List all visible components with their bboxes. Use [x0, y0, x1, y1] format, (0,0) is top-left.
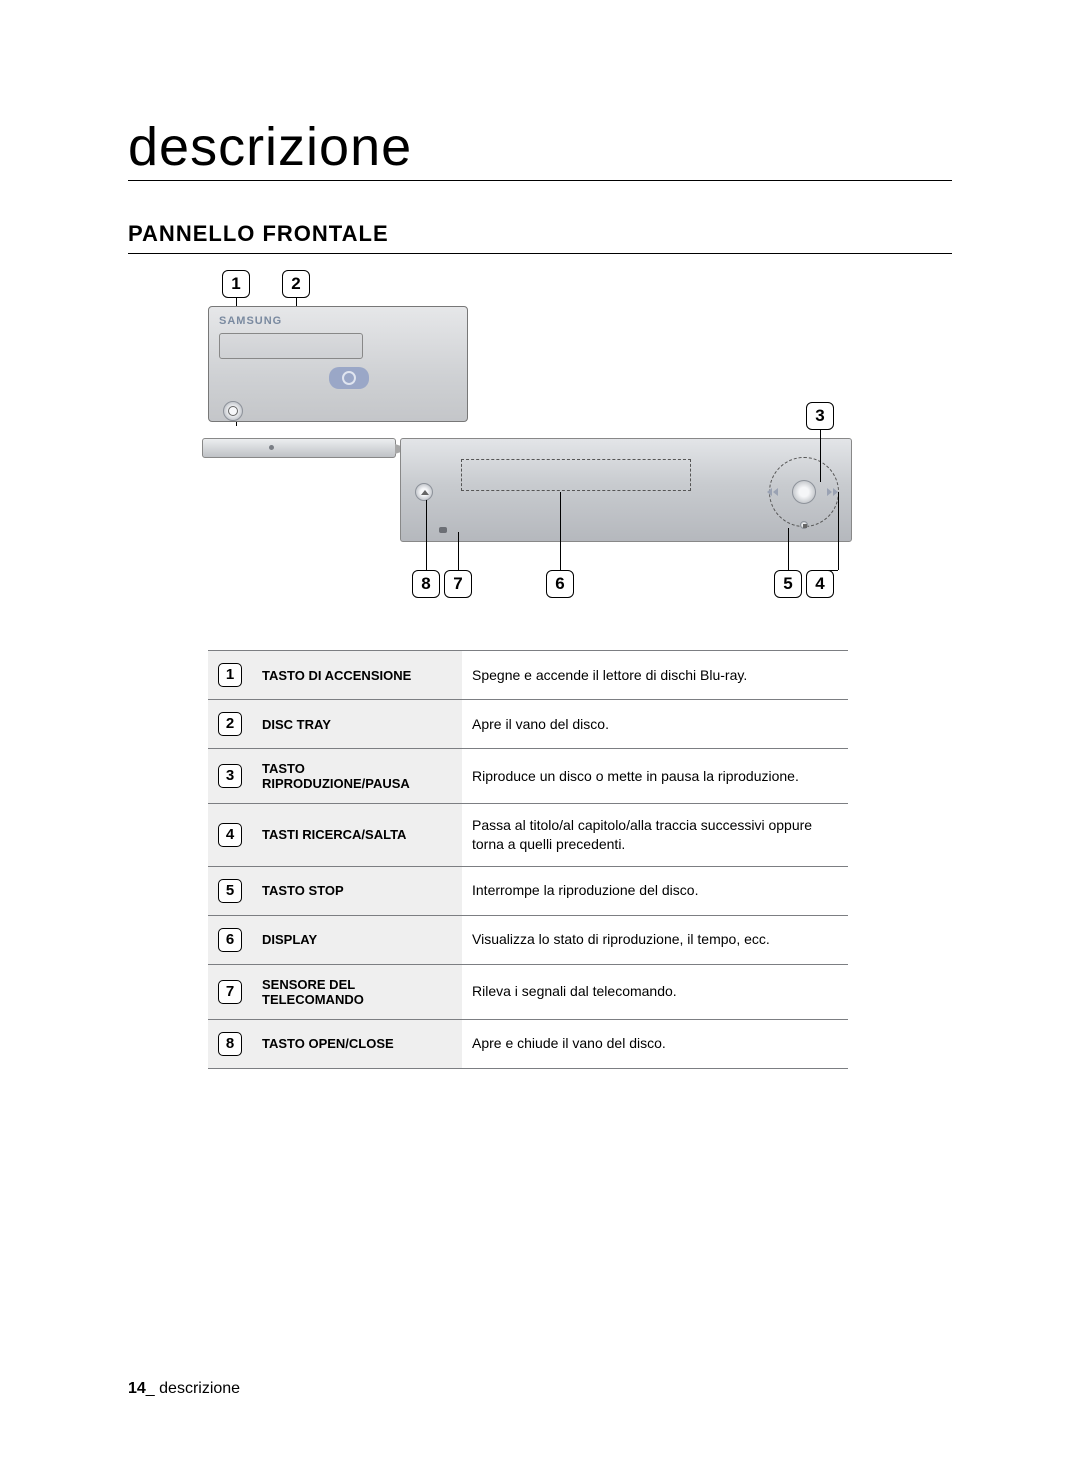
control-ring-illustration: [769, 457, 839, 527]
profile-dot: [269, 445, 274, 450]
callout-3: 3: [806, 402, 834, 430]
row-description: Passa al titolo/al capitolo/alla traccia…: [462, 804, 848, 867]
front-panel-enlarged: [400, 438, 852, 542]
row-number: 2: [218, 712, 242, 736]
row-number-cell: 2: [208, 700, 252, 749]
row-name: TASTO STOP: [252, 866, 462, 915]
player-side-profile: [202, 438, 396, 458]
ir-sensor-illustration: [439, 527, 447, 533]
callout-5: 5: [774, 570, 802, 598]
row-number: 5: [218, 879, 242, 903]
page-title: descrizione: [128, 120, 952, 180]
row-name: TASTI RICERCA/SALTA: [252, 804, 462, 867]
row-description: Apre il vano del disco.: [462, 700, 848, 749]
row-number-cell: 1: [208, 651, 252, 700]
legend-table: 1 TASTO DI ACCENSIONESpegne e accende il …: [208, 650, 848, 1069]
row-number: 7: [218, 980, 242, 1004]
row-number: 6: [218, 928, 242, 952]
brand-text: SAMSUNG: [219, 315, 282, 327]
row-name: SENSORE DEL TELECOMANDO: [252, 964, 462, 1019]
lead-line: [560, 492, 561, 570]
table-row: 6 DISPLAYVisualizza lo stato di riproduzi…: [208, 915, 848, 964]
footer-page-number: 14: [128, 1380, 146, 1397]
row-name: TASTO RIPRODUZIONE/PAUSA: [252, 749, 462, 804]
page-footer: 14_ descrizione: [128, 1380, 240, 1398]
callout-1: 1: [222, 270, 250, 298]
play-pause-button-illustration: [792, 480, 816, 504]
row-description: Apre e chiude il vano del disco.: [462, 1019, 848, 1068]
row-name: DISC TRAY: [252, 700, 462, 749]
power-button-illustration: [223, 401, 243, 421]
row-description: Riproduce un disco o mette in pausa la r…: [462, 749, 848, 804]
row-description: Visualizza lo stato di riproduzione, il …: [462, 915, 848, 964]
row-number-cell: 7: [208, 964, 252, 1019]
lead-line: [838, 492, 839, 570]
footer-text: descrizione: [159, 1380, 240, 1397]
row-number-cell: 6: [208, 915, 252, 964]
row-name: DISPLAY: [252, 915, 462, 964]
table-row: 3 TASTO RIPRODUZIONE/PAUSARiproduce un di…: [208, 749, 848, 804]
callout-7: 7: [444, 570, 472, 598]
table-row: 8 TASTO OPEN/CLOSEApre e chiude il vano d…: [208, 1019, 848, 1068]
callout-8: 8: [412, 570, 440, 598]
row-description: Interrompe la riproduzione del disco.: [462, 866, 848, 915]
skip-back-icon: [767, 488, 781, 496]
stop-button-illustration: [800, 521, 808, 529]
row-name: TASTO DI ACCENSIONE: [252, 651, 462, 700]
front-panel-diagram: 1 2 SAMSUNG 3: [208, 270, 848, 610]
lead-line: [426, 500, 427, 570]
row-number-cell: 8: [208, 1019, 252, 1068]
row-number-cell: 5: [208, 866, 252, 915]
callout-2: 2: [282, 270, 310, 298]
table-row: 1 TASTO DI ACCENSIONESpegne e accende il …: [208, 651, 848, 700]
disc-tray-illustration: [219, 333, 363, 359]
table-row: 5 TASTO STOPInterrompe la riproduzione de…: [208, 866, 848, 915]
lead-line: [820, 430, 821, 482]
row-number: 4: [218, 823, 242, 847]
table-row: 7 SENSORE DEL TELECOMANDORileva i segnali…: [208, 964, 848, 1019]
player-top-view: SAMSUNG: [208, 306, 468, 422]
row-number: 3: [218, 764, 242, 788]
callout-4: 4: [806, 570, 834, 598]
row-number: 1: [218, 663, 242, 687]
row-name: TASTO OPEN/CLOSE: [252, 1019, 462, 1068]
display-area-illustration: [461, 459, 691, 491]
table-row: 4 TASTI RICERCA/SALTAPassa al titolo/al c…: [208, 804, 848, 867]
row-description: Rileva i segnali dal telecomando.: [462, 964, 848, 1019]
footer-separator: _: [146, 1380, 159, 1397]
table-row: 2 DISC TRAYApre il vano del disco.: [208, 700, 848, 749]
row-number-cell: 4: [208, 804, 252, 867]
section-heading: PANNELLO FRONTALE: [128, 221, 952, 247]
lead-line: [788, 528, 789, 570]
row-number: 8: [218, 1032, 242, 1056]
callout-6: 6: [546, 570, 574, 598]
row-description: Spegne e accende il lettore di dischi Bl…: [462, 651, 848, 700]
lead-line: [820, 570, 838, 571]
lead-line: [458, 532, 459, 570]
row-number-cell: 3: [208, 749, 252, 804]
open-close-button-illustration: [415, 483, 433, 501]
bluray-logo-icon: [329, 367, 369, 389]
